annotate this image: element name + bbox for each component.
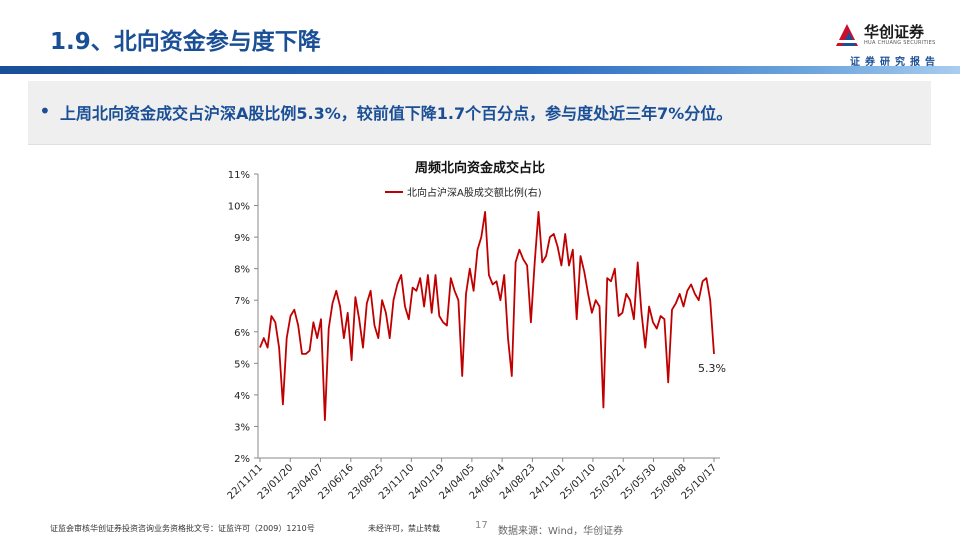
y-tick-label: 9% [234,233,250,244]
page-title: 1.9、北向资金参与度下降 [50,29,321,55]
y-axis: 2% 3% 4% 5% 6% 7% 8% 9% 10% 11% [228,170,259,465]
header-divider [0,66,960,74]
y-tick-label: 6% [234,328,250,339]
legend-label: 北向占沪深A股成交额比例(右) [407,186,542,199]
y-tick-label: 8% [234,265,250,276]
summary-box: • 上周北向资金成交占沪深A股比例5.3%，较前值下降1.7个百分点，参与度处近… [28,81,931,145]
chart-title: 周频北向资金成交占比 [415,160,545,176]
line-chart: 周频北向资金成交占比 北向占沪深A股成交额比例(右) 2% 3% 4% 5% 6% 7% 8… [226,160,726,502]
y-tick-label: 7% [234,296,250,307]
logo-text-en: HUA CHUANG SECURITIES [864,40,936,46]
last-value-label: 5.3% [698,362,726,375]
copyright-notice: 未经许可，禁止转载 [368,524,440,533]
y-tick-label: 3% [234,422,250,433]
x-axis: 22/11/1123/01/2023/04/0723/06/1623/08/25… [226,457,720,502]
logo-text-cn: 华创证券 [864,23,925,41]
bullet-icon: • [39,99,51,123]
report-subtitle: 证券研究报告 [850,57,940,68]
y-tick-label: 2% [234,454,250,465]
company-logo: 华创证券 HUA CHUANG SECURITIES [834,22,936,50]
y-tick-label: 11% [228,170,250,181]
summary-text: 上周北向资金成交占沪深A股比例5.3%，较前值下降1.7个百分点，参与度处近三年… [60,104,733,123]
page-number: 17 [475,520,488,531]
y-tick-label: 5% [234,359,250,370]
license-footer: 证监会审核华创证券投资咨询业务资格批文号：证监许可（2009）1210号 [50,524,315,533]
y-tick-label: 10% [228,202,250,213]
data-source: 数据来源：Wind，华创证券 [498,526,624,537]
logo-icon [834,24,860,46]
series-line [259,211,715,421]
y-tick-label: 4% [234,391,250,402]
